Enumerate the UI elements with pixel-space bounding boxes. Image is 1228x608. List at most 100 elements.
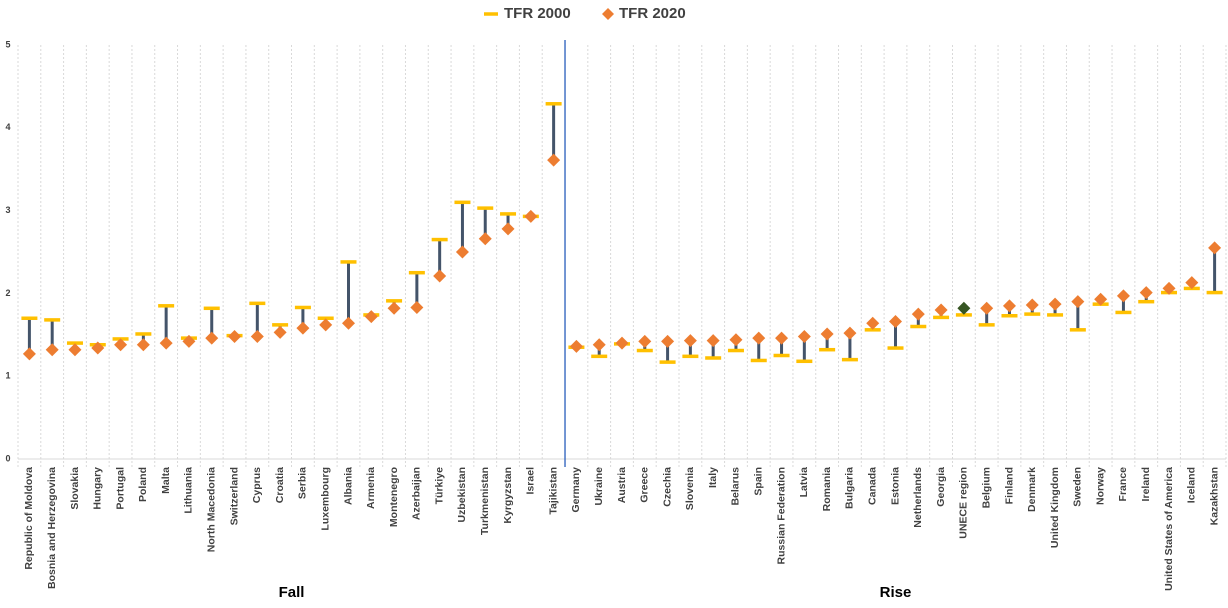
x-tick-label: Netherlands — [912, 467, 924, 528]
tfr-2020-diamond — [205, 331, 219, 345]
tfr-2020-diamond — [706, 334, 720, 348]
y-tick-label: 1 — [5, 371, 10, 381]
x-tick-label: Republic of Moldova — [23, 467, 35, 570]
x-tick-label: Israel — [525, 467, 537, 495]
tfr-2000-dash — [705, 356, 722, 360]
tfr-2000-dash — [910, 324, 927, 329]
tfr-2000-dash — [978, 323, 995, 327]
tfr-2000-dash — [1024, 312, 1041, 316]
tfr-2000-dash — [1206, 290, 1223, 295]
tfr-2020-diamond — [547, 153, 561, 167]
x-tick-label: Tajikistan — [547, 467, 559, 515]
x-tick-label: Latvia — [798, 467, 810, 498]
tfr-2020-diamond — [661, 334, 675, 348]
x-tick-label: Armenia — [365, 467, 377, 509]
tfr-2020-diamond — [1094, 292, 1108, 306]
x-tick-label: Russian Federation — [775, 467, 787, 564]
x-tick-label: Malta — [160, 467, 172, 494]
tfr-2000-dash — [933, 315, 950, 320]
tfr-2000-dash — [955, 313, 972, 317]
tfr-2000-dash — [477, 206, 494, 210]
tfr-2000-dash — [796, 359, 813, 364]
tfr-2020-diamond — [1116, 289, 1130, 303]
tfr-2020-diamond — [889, 315, 903, 329]
tfr-2000-dash — [591, 354, 608, 359]
tfr-2000-dash — [408, 270, 425, 275]
tfr-2020-diamond — [569, 339, 583, 353]
legend-label: TFR 2020 — [619, 5, 686, 22]
tfr-2000-dash — [158, 304, 175, 308]
tfr-2020-diamond — [455, 245, 469, 259]
x-tick-label: Denmark — [1026, 467, 1038, 512]
x-tick-label: Montenegro — [388, 467, 400, 527]
x-tick-label: Belarus — [730, 467, 742, 506]
tfr-2000-dash — [1047, 313, 1064, 317]
tfr-2020-diamond — [387, 301, 401, 315]
tfr-2020-diamond — [911, 307, 925, 321]
x-tick-label: Uzbekistan — [456, 467, 468, 522]
x-tick-label: France — [1117, 467, 1129, 502]
group-label: Fall — [279, 584, 305, 601]
x-tick-label: Bosnia and Herzegovina — [46, 467, 58, 589]
tfr-2020-diamond — [1048, 297, 1062, 311]
tfr-2020-diamond — [22, 347, 36, 361]
tfr-2000-dash — [272, 323, 289, 327]
x-tick-label: Italy — [707, 467, 719, 488]
tfr-2020-diamond — [683, 334, 697, 348]
x-tick-label: Slovenia — [684, 467, 696, 510]
x-tick-label: Turkmenistan — [479, 467, 491, 535]
tfr-2000-dash — [819, 347, 836, 352]
x-tick-label: Finland — [1003, 467, 1015, 504]
legend-label: TFR 2000 — [504, 5, 571, 22]
y-tick-label: 0 — [5, 453, 10, 463]
tfr-2020-diamond — [273, 325, 287, 339]
tfr-2020-diamond — [729, 333, 743, 347]
tfr-2020-diamond — [957, 301, 971, 315]
tfr-2020-diamond — [615, 336, 629, 350]
x-tick-label: Bulgaria — [844, 467, 856, 509]
tfr-2020-diamond — [866, 316, 880, 330]
x-tick-label: North Macedonia — [206, 467, 218, 552]
group-label: Rise — [880, 584, 912, 601]
legend-swatch — [484, 12, 498, 16]
tfr-2000-dash — [1001, 314, 1018, 318]
x-tick-label: Germany — [570, 467, 582, 513]
x-tick-label: Serbia — [297, 467, 309, 499]
tfr-2000-dash — [727, 348, 744, 353]
tfr-2020-diamond — [478, 232, 492, 246]
tfr-2000-dash — [1138, 299, 1155, 304]
tfr-2020-diamond — [45, 343, 59, 357]
tfr-2020-diamond — [1071, 295, 1085, 309]
x-tick-label: Belgium — [980, 467, 992, 508]
tfr-2000-dash — [750, 358, 767, 363]
tfr-2000-dash — [386, 299, 403, 303]
tfr-2000-dash — [1069, 328, 1086, 332]
x-tick-label: Slovakia — [69, 467, 81, 510]
tfr-2020-diamond — [228, 329, 242, 343]
x-tick-label: Spain — [753, 467, 765, 496]
y-tick-label: 3 — [5, 205, 10, 215]
x-tick-label: Poland — [137, 467, 149, 502]
x-tick-label: UNECE region — [958, 467, 970, 539]
tfr-2000-dash — [249, 301, 266, 306]
tfr-2020-diamond — [1025, 298, 1039, 312]
tfr-2000-dash — [203, 306, 220, 311]
tfr-2020-diamond — [1002, 299, 1016, 313]
x-tick-label: Lithuania — [183, 467, 195, 514]
tfr-2000-dash — [135, 332, 152, 336]
tfr-2020-diamond — [341, 316, 355, 330]
tfr-2020-diamond — [136, 338, 150, 352]
x-tick-label: Austria — [616, 467, 628, 503]
tfr-2000-dash — [44, 318, 61, 322]
tfr-2000-dash — [773, 353, 790, 358]
x-tick-label: Albania — [342, 467, 354, 505]
x-tick-label: United States of America — [1163, 467, 1175, 591]
tfr-2020-diamond — [114, 338, 128, 352]
tfr-2020-diamond — [501, 222, 515, 236]
x-tick-label: Georgia — [935, 467, 947, 507]
tfr-2020-diamond — [319, 318, 333, 332]
tfr-2020-diamond — [524, 209, 538, 223]
x-tick-label: Estonia — [889, 467, 901, 505]
tfr-2000-dash — [545, 102, 562, 106]
